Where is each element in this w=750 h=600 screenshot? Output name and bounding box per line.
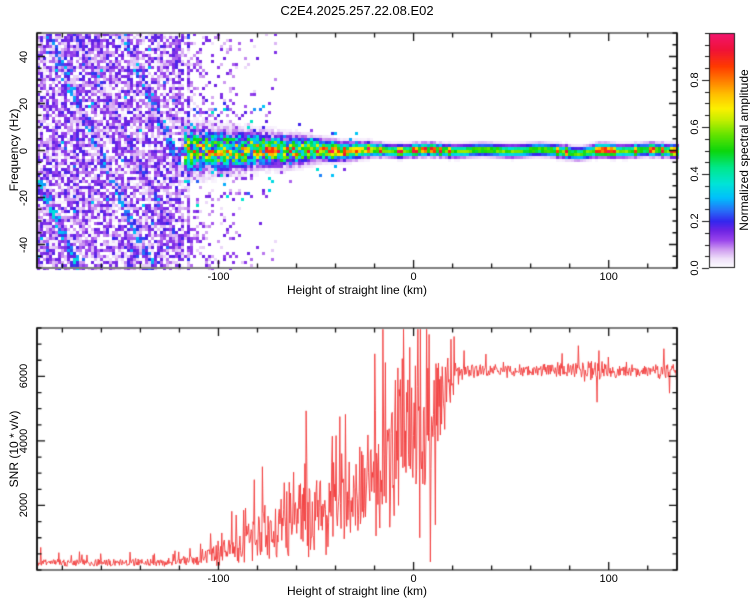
spectrogram-x-tick-label: -100 xyxy=(207,271,230,283)
figure-title: C2E4.2025.257.22.08.E02 xyxy=(280,3,434,18)
spectrogram-y-tick-label: 40 xyxy=(18,50,30,63)
colorbar-axis-label: Normalized spectral amplitude xyxy=(737,69,750,231)
snr-x-tick-label: -100 xyxy=(207,573,230,585)
spectrogram-y-tick-label: 20 xyxy=(18,97,30,110)
colorbar-tick-label: 0.0 xyxy=(689,260,701,276)
spectrogram-x-tick-label: 100 xyxy=(599,271,618,283)
height-axis-label-top: Height of straight line (km) xyxy=(286,283,428,297)
spectrogram-y-tick-label: -40 xyxy=(18,236,30,253)
snr-x-tick-label: 100 xyxy=(599,573,618,585)
snr-y-tick-label: 6000 xyxy=(18,364,30,389)
colorbar-tick-label: 0.2 xyxy=(689,213,701,229)
spectrogram-y-tick-label: -20 xyxy=(18,189,30,206)
spectrogram-y-tick-label: 0 xyxy=(18,147,30,154)
colorbar-tick-label: 0.6 xyxy=(689,119,701,135)
snr-x-tick-label: 0 xyxy=(410,573,417,585)
colorbar-tick-label: 0.8 xyxy=(689,72,701,88)
colorbar-tick-label: 0.4 xyxy=(689,166,701,182)
snr-y-tick-label: 2000 xyxy=(18,493,30,518)
snr-y-tick-label: 4000 xyxy=(18,428,30,454)
height-axis-label-bottom: Height of straight line (km) xyxy=(286,584,428,598)
spectrogram-x-tick-label: 0 xyxy=(410,271,417,283)
